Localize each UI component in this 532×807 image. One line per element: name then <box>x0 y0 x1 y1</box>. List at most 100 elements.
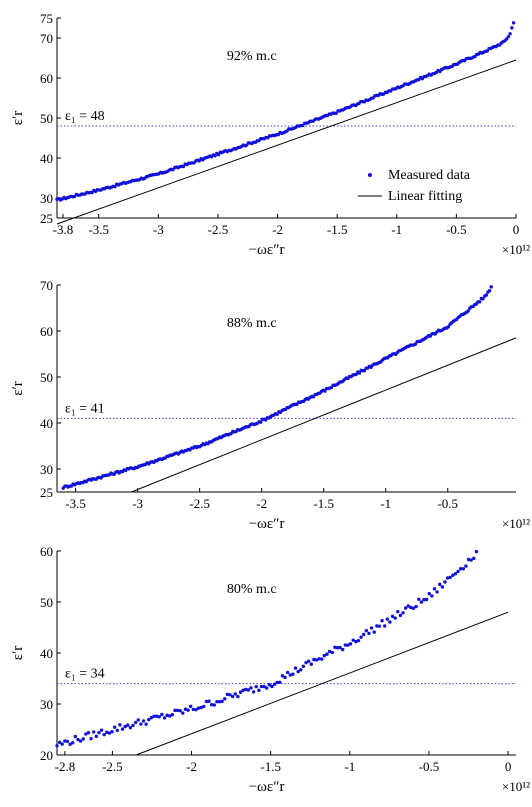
measured-point <box>382 624 387 628</box>
measured-point <box>270 684 274 689</box>
measured-point <box>304 660 308 665</box>
measured-point <box>338 645 342 650</box>
measured-point <box>139 722 143 726</box>
measured-point <box>160 712 164 717</box>
measured-point <box>396 609 400 614</box>
measured-point <box>288 673 293 677</box>
reference-label: ε₁ = 41 <box>65 401 105 416</box>
measured-point <box>246 688 251 692</box>
measured-point <box>191 707 196 712</box>
measured-point <box>481 297 485 301</box>
y-tick-label: 50 <box>40 111 53 126</box>
measured-point <box>419 600 424 604</box>
measured-point <box>393 616 397 620</box>
measured-point <box>390 614 395 619</box>
measured-point <box>484 293 488 297</box>
x-tick-label: -0.5 <box>446 222 467 237</box>
x-tick-label: -3.5 <box>88 222 109 237</box>
measured-point <box>456 569 460 574</box>
measured-point <box>335 646 340 650</box>
measured-point <box>504 37 509 41</box>
measured-point <box>510 26 514 30</box>
measured-point <box>57 740 62 745</box>
measured-point <box>181 711 185 715</box>
measured-point <box>152 714 156 718</box>
measured-point <box>403 606 408 610</box>
measured-point <box>94 734 99 739</box>
measured-point <box>417 597 421 602</box>
measured-point <box>188 704 193 709</box>
measured-point <box>215 699 219 704</box>
measured-point <box>346 643 350 647</box>
x-tick-label: 0 <box>513 222 520 237</box>
y-tick-label: 70 <box>40 31 53 46</box>
x-tick-label: -2.5 <box>102 759 123 774</box>
x-tick-label: -3.5 <box>65 496 86 511</box>
measured-point <box>430 594 434 598</box>
measured-point <box>141 719 146 723</box>
measured-point <box>115 728 119 733</box>
measured-point <box>217 700 222 704</box>
x-tick-label: -1.5 <box>313 496 334 511</box>
measured-point <box>131 723 135 728</box>
x-tick-label: -2 <box>256 496 267 511</box>
measured-point <box>511 21 516 25</box>
measured-point <box>459 567 463 571</box>
y-tick-label: 25 <box>40 485 53 500</box>
measured-point <box>73 734 78 739</box>
x-tick-label: -2 <box>272 222 283 237</box>
measured-point <box>157 715 161 719</box>
measured-point <box>351 638 355 642</box>
measured-point <box>285 670 290 675</box>
measured-point <box>99 728 104 732</box>
measured-point <box>251 690 256 694</box>
measured-point <box>168 714 172 718</box>
measured-point <box>385 617 390 621</box>
measured-point <box>233 692 237 696</box>
measured-point <box>357 371 362 375</box>
measured-point <box>147 717 151 722</box>
measured-point <box>320 657 324 661</box>
measured-point <box>296 669 300 674</box>
reference-label: ε₁ = 48 <box>65 109 105 124</box>
measured-point <box>299 668 303 672</box>
y-tick-label: 75 <box>40 11 53 26</box>
measured-point <box>60 742 64 746</box>
measured-point <box>309 662 313 666</box>
measured-point <box>254 684 258 689</box>
y-tick-label: 20 <box>40 748 53 763</box>
measured-point <box>469 558 473 562</box>
measured-point <box>377 624 382 628</box>
x-tick-label: -1 <box>391 222 402 237</box>
measured-point <box>165 713 169 718</box>
fit-line <box>135 611 509 756</box>
measured-point <box>317 657 321 661</box>
measured-point <box>259 684 264 689</box>
measured-point <box>466 309 470 313</box>
measured-point <box>406 604 410 608</box>
y-tick-label: 40 <box>40 646 53 661</box>
measured-point <box>97 730 101 735</box>
x-tick-label: -0.5 <box>437 496 458 511</box>
measured-point <box>275 680 279 685</box>
measured-point <box>409 605 413 610</box>
x-tick-label: -2.5 <box>208 222 229 237</box>
measured-point <box>432 587 437 591</box>
measured-point <box>144 722 148 726</box>
measured-point <box>120 727 125 731</box>
measured-point <box>236 694 240 699</box>
measured-point <box>414 604 418 609</box>
measured-point <box>283 675 287 680</box>
x-tick-label: -2.8 <box>55 759 76 774</box>
measured-point <box>78 739 83 743</box>
x-tick-label: -1 <box>344 759 355 774</box>
measured-point <box>275 412 279 416</box>
x-tick-label: 0 <box>505 759 512 774</box>
measured-point <box>63 739 67 743</box>
measured-point <box>204 699 209 704</box>
x-tick-label: -3 <box>132 496 143 511</box>
y-tick-label: 30 <box>40 462 53 477</box>
measured-point <box>112 725 117 729</box>
measured-point <box>110 730 114 734</box>
y-axis-label: ε′r <box>10 381 26 396</box>
